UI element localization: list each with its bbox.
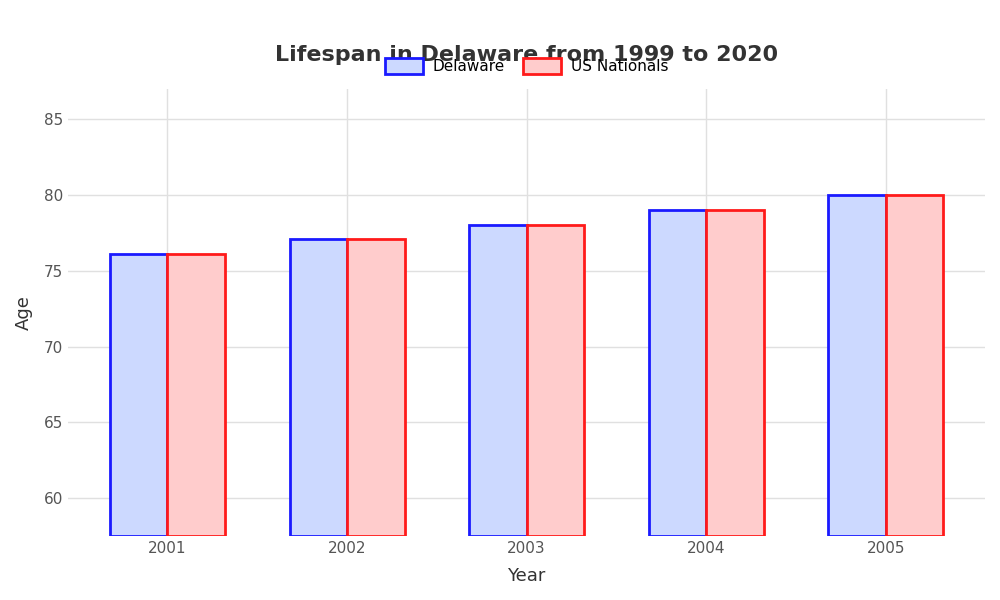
Bar xyxy=(886,195,943,536)
Bar xyxy=(347,239,405,536)
Y-axis label: Age: Age xyxy=(15,295,33,330)
Legend: Delaware, US Nationals: Delaware, US Nationals xyxy=(379,52,674,80)
Bar xyxy=(290,239,347,536)
Title: Lifespan in Delaware from 1999 to 2020: Lifespan in Delaware from 1999 to 2020 xyxy=(275,45,778,65)
Bar xyxy=(469,225,527,536)
Bar xyxy=(167,254,225,536)
Bar xyxy=(706,210,764,536)
Bar xyxy=(649,210,706,536)
Bar xyxy=(527,225,584,536)
Bar xyxy=(110,254,167,536)
Bar xyxy=(828,195,886,536)
X-axis label: Year: Year xyxy=(507,567,546,585)
